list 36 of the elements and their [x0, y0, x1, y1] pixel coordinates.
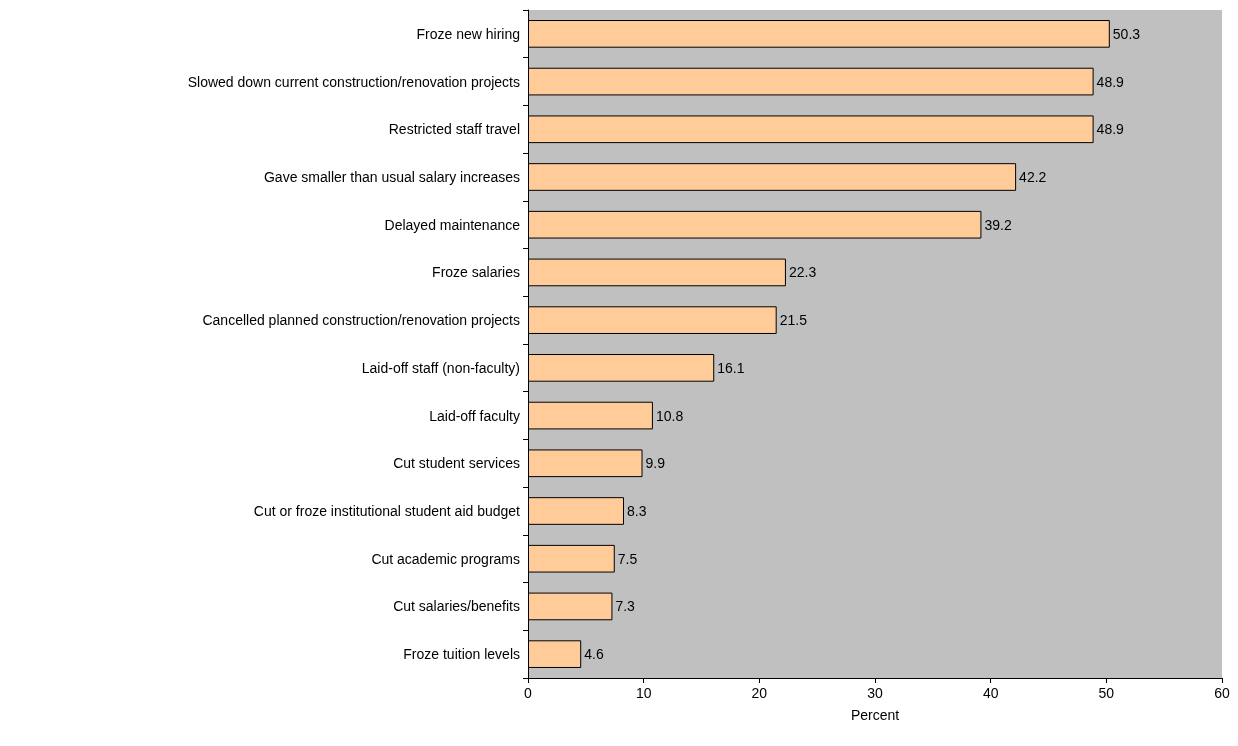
data-label: 16.1 — [717, 359, 745, 376]
x-axis-title: Percent — [850, 707, 900, 723]
y-tick-label: Cut student services — [393, 455, 520, 472]
x-tick-label: 40 — [982, 685, 999, 701]
x-tick-label: 30 — [867, 685, 883, 701]
data-label: 21.5 — [779, 312, 808, 329]
y-tick-label: Cancelled planned construction/renovation projects — [202, 312, 520, 329]
data-label: 7.3 — [615, 598, 636, 615]
data-label: 7.5 — [617, 550, 638, 567]
data-label: 9.9 — [645, 455, 666, 472]
data-label: 4.6 — [584, 646, 604, 663]
y-tick-label: Laid-off staff (non-faculty) — [361, 359, 520, 376]
x-tick-label: 10 — [635, 685, 652, 701]
y-tick-label: Gave smaller than usual salary increases — [263, 169, 520, 185]
x-tick-label: 0 — [524, 685, 533, 701]
y-tick-label: Cut salaries/benefits — [393, 598, 520, 615]
x-tick-label: 60 — [1214, 685, 1230, 701]
y-tick-label: Froze salaries — [432, 264, 520, 281]
data-label: 48.9 — [1096, 121, 1125, 138]
data-label: 50.3 — [1112, 25, 1141, 42]
data-label: 10.8 — [655, 407, 684, 424]
y-tick-label: Restricted staff travel — [388, 121, 520, 138]
y-tick-label: Laid-off faculty — [429, 407, 520, 424]
x-tick-label: 50 — [1098, 685, 1115, 701]
data-label: 39.2 — [984, 216, 1012, 233]
y-tick-label: Delayed maintenance — [384, 216, 521, 233]
y-tick-label: Slowed down current construction/renovation projects — [187, 73, 520, 90]
x-tick-label: 20 — [751, 685, 768, 701]
y-tick-label: Cut academic programs — [371, 550, 520, 567]
data-label: 8.3 — [627, 503, 647, 519]
y-tick-label: Cut or froze institutional student aid budget — [253, 503, 521, 519]
data-label: 22.3 — [788, 264, 817, 281]
data-label: 48.9 — [1096, 73, 1125, 90]
data-label: 42.2 — [1019, 169, 1047, 185]
y-tick-label: Froze new hiring — [416, 25, 520, 42]
y-tick-label: Froze tuition levels — [403, 646, 520, 663]
